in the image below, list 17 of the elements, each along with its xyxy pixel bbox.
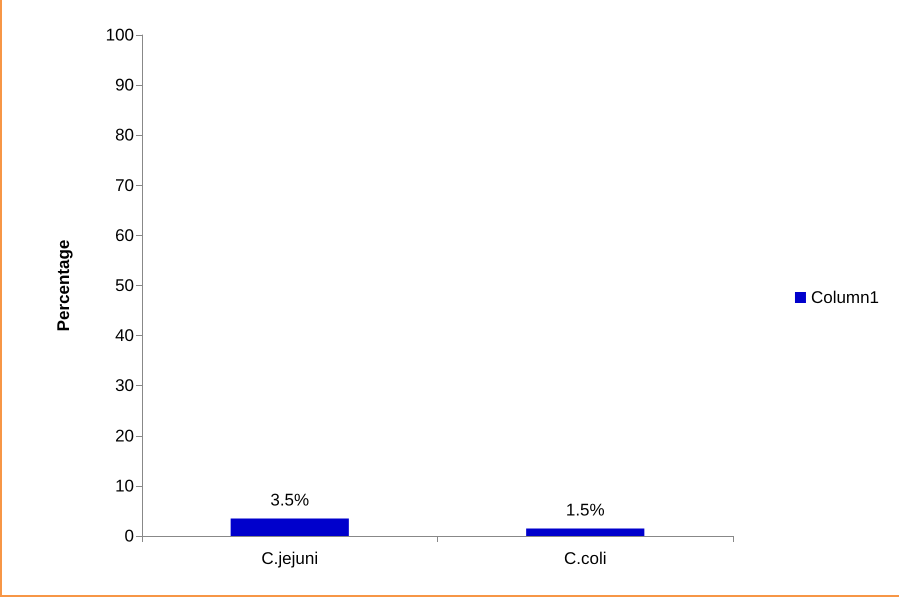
y-tick-label: 70: [115, 176, 134, 195]
x-tick-label: C.jejuni: [261, 549, 318, 568]
y-tick-label: 50: [115, 276, 134, 295]
y-tick-label: 80: [115, 126, 134, 145]
y-axis-title: Percentage: [54, 240, 73, 332]
y-tick-label: 100: [106, 26, 134, 44]
y-tick-label: 0: [124, 526, 134, 546]
y-tick-label: 10: [115, 476, 134, 496]
y-tick-label: 40: [115, 326, 134, 346]
x-tick-label: C.coli: [564, 549, 607, 568]
data-label: 3.5%: [270, 490, 310, 510]
data-label: 1.5%: [566, 500, 605, 520]
legend-label: Column1: [810, 288, 880, 307]
y-tick-label: 30: [115, 376, 134, 396]
y-tick-label: 60: [115, 226, 134, 245]
y-tick-label: 20: [115, 426, 134, 446]
y-tick-label: 90: [115, 76, 134, 95]
